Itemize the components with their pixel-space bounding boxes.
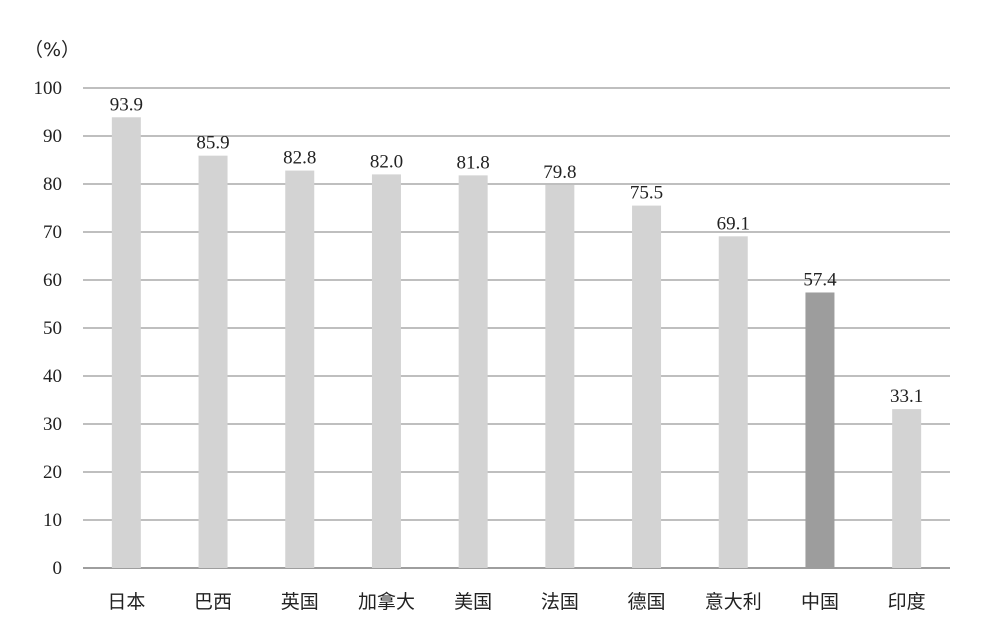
x-tick-label: 意大利 xyxy=(705,591,762,613)
x-tick-label: 中国 xyxy=(801,591,839,613)
data-label: 57.4 xyxy=(803,269,837,290)
y-tick-label: 30 xyxy=(43,414,62,435)
bar xyxy=(545,184,575,568)
data-label: 79.8 xyxy=(543,162,576,183)
bar xyxy=(632,205,662,568)
x-tick-label: 德国 xyxy=(628,591,666,613)
x-tick-label: 巴西 xyxy=(194,591,232,613)
data-labels: 93.9 85.9 82.8 82.0 81.8 79.8 75.5 69.1 57.4 33.1 xyxy=(110,94,924,407)
data-label: 75.5 xyxy=(630,183,663,204)
bar xyxy=(458,175,488,569)
data-label: 82.8 xyxy=(283,148,316,169)
data-label: 33.1 xyxy=(890,386,923,407)
x-axis-labels: 日本 巴西 英国 加拿大 美国 法国 德国 意大利 中国 印度 xyxy=(107,590,925,613)
y-tick-label: 60 xyxy=(43,270,62,291)
y-tick-label: 40 xyxy=(43,366,62,387)
data-label: 85.9 xyxy=(196,133,229,154)
bar xyxy=(892,409,922,568)
y-tick-label: 20 xyxy=(43,462,62,483)
y-tick-label: 0 xyxy=(53,558,63,579)
y-axis-ticks: 0 10 20 30 40 50 60 70 80 90 100 xyxy=(34,78,63,579)
y-tick-label: 70 xyxy=(43,222,62,243)
y-tick-label: 100 xyxy=(34,78,63,99)
y-unit-label: （%） xyxy=(24,39,80,61)
bar xyxy=(198,155,228,568)
x-tick-label: 印度 xyxy=(888,591,926,613)
y-tick-label: 50 xyxy=(43,318,62,339)
bar xyxy=(805,292,835,568)
x-tick-label: 英国 xyxy=(281,591,319,613)
data-label: 93.9 xyxy=(110,94,143,115)
bar xyxy=(285,170,315,568)
y-tick-label: 10 xyxy=(43,510,62,531)
data-label: 69.1 xyxy=(717,213,750,234)
x-tick-label: 美国 xyxy=(454,591,492,613)
bars xyxy=(111,117,922,569)
data-label: 82.0 xyxy=(370,151,403,172)
y-tick-label: 80 xyxy=(43,174,62,195)
x-tick-label: 法国 xyxy=(541,591,579,613)
bar xyxy=(371,174,401,568)
x-tick-label: 加拿大 xyxy=(358,590,415,613)
bar xyxy=(111,117,141,568)
data-label: 81.8 xyxy=(457,152,490,173)
bar xyxy=(718,236,748,568)
x-tick-label: 日本 xyxy=(107,591,145,613)
y-tick-label: 90 xyxy=(43,126,62,147)
